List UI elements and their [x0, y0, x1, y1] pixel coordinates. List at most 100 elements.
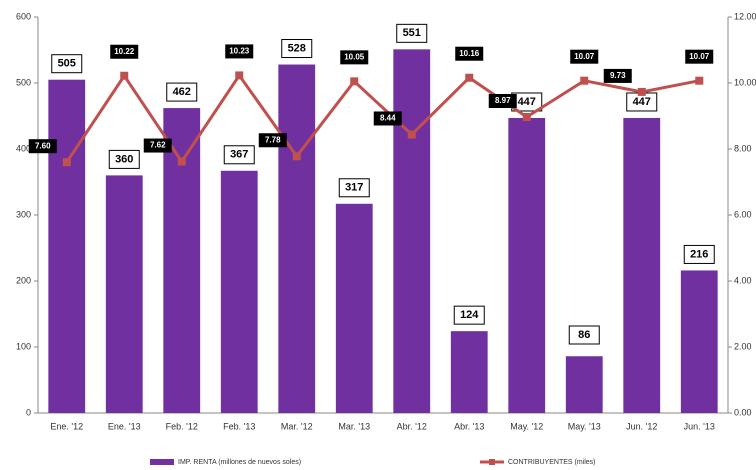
line-marker	[350, 77, 359, 86]
bar-label-box	[223, 145, 255, 165]
x-tick-label: Mar. '12	[281, 421, 313, 431]
bar	[393, 49, 431, 414]
bar-label-box	[396, 23, 428, 43]
y-tick-label: 500	[16, 77, 31, 87]
line-marker	[292, 152, 301, 161]
y2-tick-label: 4.00	[734, 275, 752, 285]
bar-label-box	[568, 325, 600, 345]
line-label: 9.73	[610, 71, 626, 80]
line-marker	[580, 76, 589, 85]
line-label: 10.23	[229, 47, 250, 56]
x-tick-label: Jun. '12	[626, 421, 657, 431]
y-tick-label: 400	[16, 143, 31, 153]
bar	[508, 117, 546, 413]
bar	[220, 170, 258, 413]
bar	[450, 331, 488, 413]
y2-tick-label: 10.00	[734, 77, 756, 87]
line-label-box	[570, 49, 599, 64]
line-marker	[465, 73, 474, 82]
bar-label: 447	[518, 96, 536, 108]
line-label: 10.16	[459, 49, 480, 58]
line-marker	[522, 112, 531, 121]
bar-label: 447	[633, 96, 651, 108]
bar-label-box	[108, 149, 140, 169]
y-tick-label: 300	[16, 209, 31, 219]
line-marker	[177, 157, 186, 166]
bar-label-box	[453, 305, 485, 325]
line-label-box	[455, 46, 484, 61]
legend-marker	[489, 459, 495, 465]
bar-label: 86	[578, 329, 590, 341]
bar-label: 360	[115, 153, 133, 165]
bar-label: 124	[460, 309, 479, 321]
legend-swatch	[150, 459, 174, 465]
line-label: 7.78	[265, 135, 281, 144]
x-tick-label: Feb. '13	[223, 421, 255, 431]
line-label: 10.22	[114, 47, 135, 56]
bar-label-box	[51, 54, 83, 74]
x-tick-label: May. '12	[510, 421, 543, 431]
y2-tick-label: 8.00	[734, 143, 752, 153]
bar	[48, 79, 86, 413]
line-label-box	[603, 68, 632, 83]
line-label: 8.44	[380, 114, 396, 123]
x-tick-label: Jun. '13	[684, 421, 715, 431]
bar-label: 551	[403, 27, 421, 39]
line-marker	[62, 158, 71, 167]
line-label-box	[340, 50, 369, 65]
line-label: 7.62	[150, 141, 166, 150]
bar-label: 216	[690, 248, 708, 260]
line-marker	[695, 76, 704, 85]
x-tick-label: Ene. '13	[108, 421, 141, 431]
y-tick-label: 200	[16, 275, 31, 285]
bar-label: 367	[230, 149, 248, 161]
bar-label: 462	[173, 86, 191, 98]
line-label-box	[28, 139, 57, 154]
line-label: 10.05	[344, 52, 365, 61]
bar-label-box	[683, 244, 715, 264]
x-tick-label: Ene. '12	[50, 421, 83, 431]
y2-tick-label: 2.00	[734, 341, 752, 351]
bar	[623, 117, 661, 413]
line-label-box	[685, 49, 714, 64]
y-tick-label: 0	[26, 407, 31, 417]
line-label: 10.07	[574, 52, 595, 61]
bar-label: 317	[345, 182, 363, 194]
x-tick-label: Abr. '12	[397, 421, 427, 431]
line-marker	[407, 130, 416, 139]
y-tick-label: 600	[16, 11, 31, 21]
y2-tick-label: 6.00	[734, 209, 752, 219]
bar	[278, 64, 316, 414]
line-label: 10.07	[689, 52, 710, 61]
line-label-box	[110, 44, 139, 59]
line-marker	[120, 71, 129, 80]
bar-label: 528	[288, 42, 306, 54]
bar	[565, 356, 603, 413]
line-label: 8.97	[495, 96, 511, 105]
line-label-box	[225, 44, 254, 59]
legend-label: CONTRIBUYENTES (miles)	[508, 459, 596, 466]
bar	[335, 203, 373, 413]
line-label: 7.60	[35, 141, 51, 150]
line-marker	[637, 87, 646, 96]
bar-label: 505	[58, 58, 76, 70]
x-tick-label: Feb. '12	[166, 421, 198, 431]
x-tick-label: May. '13	[568, 421, 601, 431]
line-label-box	[258, 133, 287, 148]
x-tick-label: Mar. '13	[338, 421, 370, 431]
line-marker	[235, 71, 244, 80]
bar	[105, 175, 143, 413]
y2-tick-label: 12.00	[734, 11, 756, 21]
line-label-box	[373, 111, 402, 126]
line-label-box	[143, 138, 172, 153]
x-tick-label: Abr. '13	[454, 421, 484, 431]
bar	[680, 270, 718, 413]
y2-tick-label: 0.00	[734, 407, 752, 417]
line-label-box	[488, 93, 517, 108]
bar	[163, 108, 201, 413]
bar-label-box	[281, 39, 313, 59]
bar-label-box	[338, 178, 370, 198]
legend-label: IMP. RENTA (millones de nuevos soles)	[178, 459, 301, 466]
line	[65, 72, 700, 165]
